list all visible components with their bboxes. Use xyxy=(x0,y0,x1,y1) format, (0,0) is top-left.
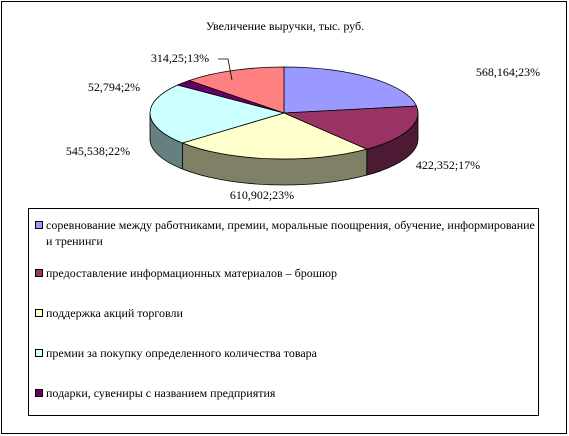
slice-top xyxy=(181,112,368,160)
slice xyxy=(283,105,419,176)
data-label: 314,25;13% xyxy=(151,51,209,65)
slice xyxy=(188,66,285,114)
legend: соревнование между работниками, премии, … xyxy=(28,208,539,416)
chart-title: Увеличение выручки, тыс. руб. xyxy=(206,19,364,33)
legend-entry: подарки, сувениры с названием предприяти… xyxy=(35,385,535,401)
data-label: 52,794;2% xyxy=(88,80,140,94)
slice-top xyxy=(149,84,286,144)
slice-top xyxy=(283,66,418,114)
legend-entry: соревнование между работниками, премии, … xyxy=(35,217,535,249)
data-label: 610,902;23% xyxy=(230,188,294,202)
data-label: 545,538;22% xyxy=(66,144,130,158)
legend-label: поддержка акций торговли xyxy=(46,306,183,320)
legend-label: соревнование между работниками, премии, … xyxy=(46,218,535,248)
legend-swatch xyxy=(35,389,43,397)
legend-entry: поддержка акций торговли xyxy=(35,305,535,321)
legend-label: премии за покупку определенного количест… xyxy=(46,346,318,360)
legend-label: подарки, сувениры с названием предприяти… xyxy=(46,386,276,400)
slice-top xyxy=(188,66,285,114)
legend-swatch xyxy=(35,269,43,277)
legend-swatch xyxy=(35,349,43,357)
slice-top xyxy=(283,105,419,150)
legend-entry: премии за покупку определенного количест… xyxy=(35,345,535,361)
legend-swatch xyxy=(35,221,43,229)
data-label: 568,164;23% xyxy=(476,65,540,79)
data-label: 422,352;17% xyxy=(416,158,480,172)
legend-entry: предоставление информационных материалов… xyxy=(35,265,535,281)
legend-label: предоставление информационных материалов… xyxy=(46,266,337,280)
slice xyxy=(149,84,286,170)
leader-line xyxy=(218,58,233,81)
legend-swatch xyxy=(35,309,43,317)
slice xyxy=(283,66,418,114)
